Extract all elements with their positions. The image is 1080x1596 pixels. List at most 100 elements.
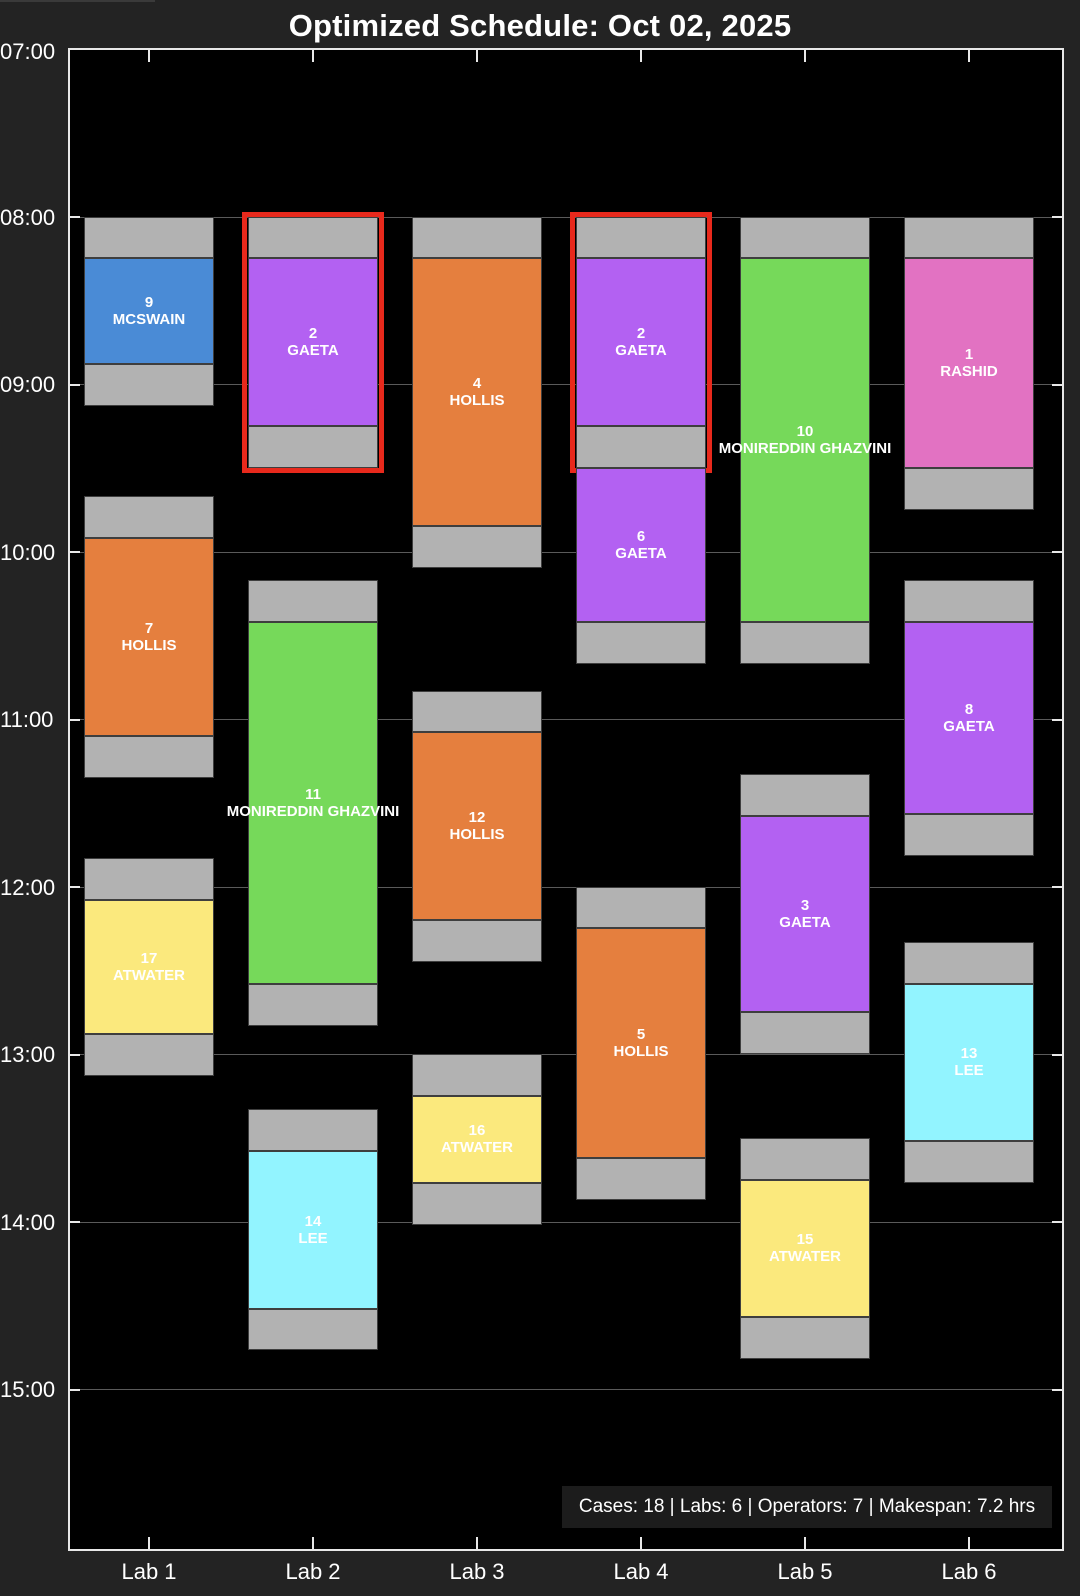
- case-block[interactable]: 3 GAETA: [740, 816, 870, 1013]
- case-block[interactable]: 14 LEE: [248, 1151, 378, 1309]
- turnover-block[interactable]: [248, 1308, 378, 1351]
- case-block[interactable]: 12 HOLLIS: [412, 732, 542, 920]
- case-block[interactable]: 1 RASHID: [904, 258, 1034, 468]
- setup-block[interactable]: [904, 579, 1034, 622]
- y-tick-label: 13:00: [0, 1042, 56, 1067]
- case-block[interactable]: 5 HOLLIS: [576, 928, 706, 1158]
- y-tick-label: 08:00: [0, 204, 56, 230]
- setup-block[interactable]: [740, 216, 870, 259]
- turnover-block[interactable]: [576, 425, 706, 468]
- y-tick-label: 14:00: [0, 1209, 56, 1235]
- y-tick-mark: [1052, 886, 1062, 888]
- turnover-block[interactable]: [84, 735, 214, 778]
- setup-block[interactable]: [84, 858, 214, 900]
- turnover-block[interactable]: [412, 1182, 542, 1225]
- setup-block[interactable]: [412, 1054, 542, 1096]
- y-tick-mark: [70, 551, 80, 553]
- summary-stats-box: Cases: 18 | Labs: 6 | Operators: 7 | Mak…: [562, 1486, 1052, 1528]
- x-tick-mark: [148, 50, 150, 62]
- case-operator: HOLLIS: [121, 636, 177, 654]
- turnover-block[interactable]: [248, 983, 378, 1026]
- y-tick-mark: [1052, 1053, 1062, 1056]
- case-block[interactable]: 7 HOLLIS: [84, 538, 214, 736]
- turnover-block[interactable]: [412, 920, 542, 962]
- case-operator: LEE: [954, 1062, 984, 1080]
- case-id: 9: [144, 294, 154, 312]
- chart-title: Optimized Schedule: Oct 02, 2025: [288, 8, 792, 43]
- x-tick-label-lab-4: Lab 4: [613, 1559, 669, 1584]
- case-operator: GAETA: [779, 914, 831, 932]
- turnover-block[interactable]: [904, 467, 1034, 510]
- case-block[interactable]: 2 GAETA: [576, 258, 706, 426]
- turnover-block[interactable]: [740, 1316, 870, 1359]
- setup-block[interactable]: [84, 216, 214, 259]
- case-id: 1: [964, 346, 974, 364]
- case-block[interactable]: 15 ATWATER: [740, 1179, 870, 1317]
- setup-block[interactable]: [576, 886, 706, 929]
- setup-block[interactable]: [740, 774, 870, 817]
- x-tick-mark: [312, 1537, 314, 1549]
- case-operator: MONIREDDIN GHAZVINI: [226, 802, 400, 820]
- turnover-block[interactable]: [84, 363, 214, 406]
- x-tick-mark: [312, 50, 314, 62]
- y-tick-mark: [1052, 1221, 1062, 1223]
- case-block[interactable]: 2 GAETA: [248, 258, 378, 426]
- turnover-block[interactable]: [412, 526, 542, 569]
- setup-block[interactable]: [248, 579, 378, 622]
- setup-block[interactable]: [412, 216, 542, 259]
- setup-block[interactable]: [740, 1137, 870, 1180]
- case-block[interactable]: 8 GAETA: [904, 621, 1034, 815]
- turnover-block[interactable]: [84, 1033, 214, 1076]
- case-block[interactable]: 4 HOLLIS: [412, 258, 542, 527]
- turnover-block[interactable]: [740, 621, 870, 664]
- setup-block[interactable]: [84, 496, 214, 539]
- y-tick-mark: [70, 383, 80, 386]
- gridline-1000: [70, 551, 1062, 553]
- y-tick-mark: [1052, 216, 1062, 218]
- case-block[interactable]: 10 MONIREDDIN GHAZVINI: [719, 258, 891, 622]
- case-operator: GAETA: [615, 342, 667, 360]
- case-id: 14: [304, 1212, 322, 1230]
- case-operator: ATWATER: [113, 966, 185, 984]
- gridline-1300: [70, 1054, 1062, 1055]
- gridline-0900: [70, 384, 1062, 385]
- setup-block[interactable]: [248, 216, 378, 259]
- case-block[interactable]: 17 ATWATER: [84, 899, 214, 1034]
- setup-block[interactable]: [412, 690, 542, 733]
- window-edge: [0, 0, 155, 2]
- x-tick-mark: [968, 50, 970, 62]
- case-operator: HOLLIS: [613, 1043, 669, 1061]
- case-block[interactable]: 13 LEE: [904, 983, 1034, 1142]
- setup-block[interactable]: [248, 1109, 378, 1152]
- x-tick-mark: [804, 1537, 806, 1549]
- schedule-plot-area[interactable]: 9 MCSWAIN 7 HOLLIS 17 ATWATER 2 GAETA 11 MONIREDD…: [68, 48, 1064, 1551]
- x-tick-mark: [476, 1537, 478, 1549]
- case-operator: GAETA: [615, 544, 667, 562]
- case-block[interactable]: 16 ATWATER: [412, 1095, 542, 1183]
- turnover-block[interactable]: [248, 425, 378, 468]
- x-tick-mark: [148, 1537, 150, 1549]
- y-tick-label: 07:00: [0, 39, 56, 64]
- setup-block[interactable]: [904, 941, 1034, 984]
- turnover-block[interactable]: [576, 621, 706, 664]
- x-tick-label-lab-5: Lab 5: [777, 1559, 833, 1584]
- case-block[interactable]: 6 GAETA: [576, 467, 706, 622]
- turnover-block[interactable]: [904, 1141, 1034, 1183]
- case-operator: HOLLIS: [449, 392, 505, 410]
- case-block[interactable]: 11 MONIREDDIN GHAZVINI: [227, 621, 399, 984]
- turnover-block[interactable]: [576, 1157, 706, 1200]
- x-tick-label-lab-6: Lab 6: [941, 1559, 997, 1584]
- setup-block[interactable]: [576, 216, 706, 259]
- gridline-0800: [70, 216, 1062, 218]
- case-block[interactable]: 9 MCSWAIN: [84, 258, 214, 364]
- y-tick-mark: [1052, 551, 1062, 553]
- case-operator: MCSWAIN: [112, 311, 186, 329]
- setup-block[interactable]: [904, 216, 1034, 259]
- case-id: 10: [796, 423, 814, 441]
- case-operator: GAETA: [287, 342, 339, 360]
- y-tick-mark: [70, 1221, 80, 1223]
- turnover-block[interactable]: [904, 814, 1034, 857]
- case-id: 2: [636, 325, 646, 343]
- turnover-block[interactable]: [740, 1012, 870, 1054]
- gridline-1500: [70, 1389, 1062, 1390]
